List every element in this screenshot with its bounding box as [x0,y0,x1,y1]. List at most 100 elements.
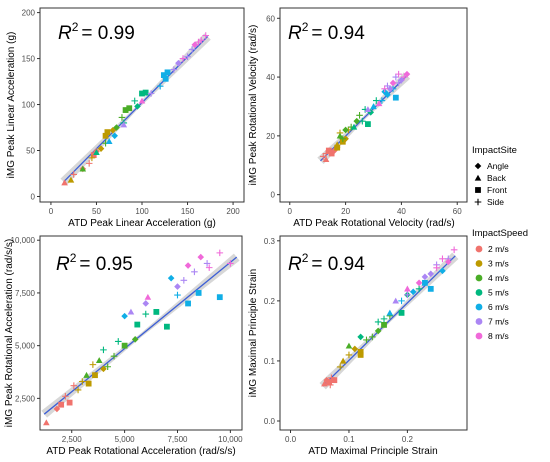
data-point [134,103,141,110]
data-point [427,285,434,292]
data-point [336,132,344,139]
data-point [395,70,402,78]
y-tick-label: 10,000 [11,236,36,245]
data-point [100,365,107,373]
data-point [439,255,446,263]
data-point [216,249,224,257]
legend-label: 6 m/s [488,302,509,312]
data-point [184,53,191,61]
data-point [197,253,205,261]
data-point [139,90,145,97]
data-point [164,69,171,76]
legend-title-impact-speed: ImpactSpeed [472,228,528,239]
data-point [58,401,65,408]
legend-label: 5 m/s [488,288,509,298]
legend-label: Side [487,197,504,207]
data-point [118,114,126,121]
legend-label: Angle [487,161,509,171]
data-point [342,126,349,134]
data-point [345,342,353,349]
data-point [121,312,128,320]
data-point [365,121,371,128]
y-tick-label: 0 [271,191,276,200]
data-point [167,274,175,282]
y-axis-title: iMG Peak Rotational Acceleration (rad/s/… [4,239,15,427]
legend-label: 7 m/s [488,317,509,327]
legend-key-diamond-icon [474,162,482,170]
data-point [331,377,338,384]
x-tick-label: 100 [135,207,149,216]
data-point [104,363,111,371]
r-squared-annotation: R2 = 0.99 [58,20,135,44]
data-point [102,132,109,139]
data-point [400,73,408,81]
y-tick-label: 5,000 [15,342,36,351]
y-tick-label: 2,500 [15,394,36,403]
y-tick-label: 40 [266,73,275,82]
data-point [336,363,344,371]
data-point [53,405,61,413]
y-tick-label: 0 [31,192,36,201]
data-point [62,392,69,400]
legend-label: 8 m/s [488,331,509,341]
x-axis-title: ATD Peak Rotational Acceleration (rad/s/… [46,446,235,457]
data-point [433,264,440,272]
data-point [216,294,223,301]
legend-key-dot-icon [475,318,483,325]
panel-rotational-acceleration: 2,500 5,000 7,500 10,000 2,500 5,000 7,500 10,0… [4,235,243,457]
r-squared-annotation: R2 = 0.94 [288,20,365,44]
x-tick-label: 0 [288,207,293,216]
data-point [326,379,332,385]
data-point [357,333,364,341]
data-point [195,38,202,46]
y-tick-label: 60 [266,14,275,23]
legend-key-dot-icon [475,260,483,267]
data-point [85,380,92,387]
data-point [398,76,405,84]
legend-label: Front [487,185,507,195]
data-point [326,381,334,389]
data-point [386,309,394,316]
data-point [381,85,388,93]
data-point [322,156,330,163]
data-point [88,154,96,162]
plot-layer: 0 50 100 150 200 0 50 100 150 200 [22,9,241,216]
x-tick-label: 0 [49,207,54,216]
plot-border [279,235,468,431]
data-point [97,145,105,152]
y-tick-label: 50 [26,147,35,156]
data-point [227,260,234,267]
data-point [404,291,411,299]
data-point [85,160,93,167]
data-point [427,270,435,278]
data-point [100,346,107,354]
data-point [350,123,358,130]
y-axis-title: iMG Peak Linear Acceleration (g) [6,32,17,179]
data-point [122,107,129,113]
data-point [345,351,353,359]
data-point [70,171,77,178]
data-point [322,150,330,157]
data-point [83,371,90,378]
x-tick-label: 150 [181,207,195,216]
data-point [323,376,331,384]
x-tick-label: 20 [341,207,350,216]
data-point [89,361,97,368]
data-point [363,336,370,344]
data-point [359,117,366,125]
data-point [114,338,122,345]
data-point [191,41,199,49]
data-point [415,279,423,287]
legend-key-plus-icon [474,198,482,206]
data-point [138,97,146,104]
data-point [195,290,202,296]
data-point [203,260,211,267]
x-tick-label: 200 [226,207,240,216]
data-point [164,323,170,330]
data-point [375,100,383,107]
legend-key-triangle-icon [474,174,482,181]
legend-key-dot-icon [475,332,483,340]
legend-key-dot-icon [475,289,483,296]
legend-title-impact-site: ImpactSite [472,145,517,156]
